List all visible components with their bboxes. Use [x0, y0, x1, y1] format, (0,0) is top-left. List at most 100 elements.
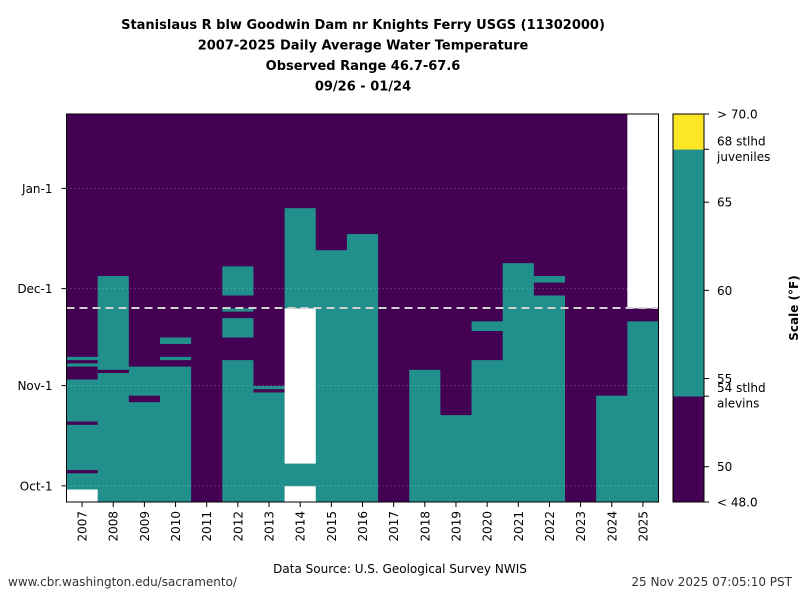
heatmap-cell-2014: [284, 207, 317, 309]
y-tick-label: Dec-1: [17, 282, 52, 296]
x-tick-label: 2020: [481, 511, 495, 542]
x-tick-label: 2023: [574, 511, 588, 542]
x-tick-label: 2019: [449, 511, 463, 542]
heatmap-cell-2007: [66, 356, 99, 361]
heatmap-cell-2011: [191, 114, 223, 503]
heatmap-cell-2025: [627, 114, 659, 309]
heatmap-cell-2008: [97, 372, 130, 503]
chart-title: Stanislaus R blw Goodwin Dam nr Knights …: [121, 18, 605, 95]
colorbar-band: [673, 396, 704, 503]
heatmap-cell-2014: [284, 463, 317, 487]
heatmap-cell-2010: [159, 359, 192, 367]
heatmap-cell-2010: [159, 114, 192, 338]
heatmap-cell-2013: [253, 392, 286, 503]
colorbar-tick-label: 65: [717, 196, 732, 210]
x-tick-label: 2016: [356, 511, 370, 542]
heatmap-cell-2021: [502, 114, 535, 264]
heatmap-cell-2020: [471, 330, 504, 361]
heatmap-cell-2012: [222, 317, 254, 338]
heatmap-cell-2007: [66, 421, 99, 425]
heatmap-cell-2014: [284, 485, 317, 503]
x-tick-label: 2014: [294, 511, 308, 542]
colorbar-label: Scale (°F): [787, 275, 800, 340]
heatmap-cell-2013: [253, 114, 286, 386]
heatmap-cell-2019: [440, 114, 472, 416]
x-tick-label: 2024: [605, 511, 619, 542]
x-tick-label: 2009: [138, 511, 152, 542]
heatmap-cell-2010: [159, 337, 192, 344]
x-tick-label: 2015: [325, 511, 339, 542]
x-tick-label: 2017: [387, 511, 401, 542]
heatmap-cell-2010: [159, 343, 192, 357]
heatmap-cell-2009: [128, 395, 161, 403]
site-url: www.cbr.washington.edu/sacramento/: [8, 575, 237, 589]
heatmap-cell-2009: [128, 366, 161, 396]
colorbar-threshold-label: 68 stlhd: [717, 134, 766, 148]
chart-title-line: 2007-2025 Daily Average Water Temperatur…: [198, 39, 529, 54]
x-tick-label: 2012: [231, 511, 245, 542]
heatmap-cell-2020: [471, 320, 504, 332]
heatmap-cell-2012: [222, 114, 254, 267]
x-tick-label: 2025: [636, 511, 650, 542]
heatmap-cell-2008: [97, 114, 130, 277]
x-tick-label: 2008: [107, 511, 121, 542]
y-tick-label: Jan-1: [21, 182, 52, 196]
colorbar-threshold-label: 54 stlhd: [717, 381, 766, 395]
heatmap-cell-2007: [66, 359, 99, 364]
heatmap-cell-2022: [533, 295, 566, 503]
y-tick-label: Nov-1: [17, 379, 52, 393]
heatmap-cell-2020: [471, 114, 504, 322]
heatmap-cell-2025: [627, 308, 659, 322]
x-tick-label: 2022: [543, 511, 557, 542]
heatmap-cell-2007: [66, 489, 99, 503]
colorbar-top-label: > 70.0: [717, 108, 758, 122]
heatmap-cell-2012: [222, 308, 254, 312]
colorbar-frame: [672, 113, 705, 503]
heatmap-cell-2007: [66, 379, 99, 422]
heatmap-cell-2010: [159, 366, 192, 503]
heatmap-plot-area: [66, 113, 659, 503]
heatmap-cell-2015: [315, 249, 348, 503]
heatmap-cell-2020: [471, 359, 504, 503]
heatmap-cell-2013: [253, 385, 286, 390]
y-tick-label: Oct-1: [20, 479, 53, 493]
heatmap-cell-2018: [409, 369, 441, 503]
x-tick-label: 2010: [169, 511, 183, 542]
data-source-label: Data Source: U.S. Geological Survey NWIS: [273, 562, 527, 576]
heatmap-cell-2022: [533, 275, 566, 283]
colorbar-bottom-label: < 48.0: [717, 496, 758, 510]
heatmap-cell-2021: [502, 262, 535, 503]
heatmap-cell-2018: [409, 114, 441, 370]
heatmap-cell-2016: [346, 233, 379, 503]
heatmap-cell-2022: [533, 282, 566, 296]
heatmap-cell-2008: [97, 275, 130, 370]
heatmap-cell-2012: [222, 311, 254, 319]
heatmap-cell-2012: [222, 359, 254, 503]
heatmap-cell-2019: [440, 414, 472, 503]
x-tick-label: 2011: [200, 511, 214, 542]
colorbar-tick-label: 50: [717, 460, 732, 474]
chart-title-line: Stanislaus R blw Goodwin Dam nr Knights …: [121, 18, 605, 33]
heatmap-cell-2014: [284, 114, 317, 209]
colorbar-band: [673, 114, 704, 150]
heatmap-cell-2010: [159, 356, 192, 361]
heatmap-cell-2022: [533, 114, 566, 277]
x-tick-label: 2021: [512, 511, 526, 542]
heatmap-cell-2024: [596, 395, 628, 503]
x-tick-label: 2013: [263, 511, 277, 542]
heatmap-cell-2009: [128, 401, 161, 503]
colorbar: 50 55 60 65 > 70.0 < 48.0 54 stlhd alevins 68 st…: [672, 108, 800, 510]
heatmap-cell-2007: [66, 424, 99, 471]
heatmap-cell-2012: [222, 265, 254, 296]
heatmap-cell-2007: [66, 362, 99, 367]
heatmap-cell-2025: [627, 320, 659, 503]
heatmap-cell-2007: [66, 366, 99, 380]
chart-title-line: Observed Range 46.7-67.6: [266, 59, 461, 74]
chart-title-line: 09/26 - 01/24: [315, 80, 411, 95]
heatmap-cell-2012: [222, 337, 254, 361]
heatmap-cell-2009: [128, 114, 161, 367]
heatmap-cell-2013: [253, 388, 286, 393]
colorbar-tick-label: 55: [717, 372, 732, 386]
heatmap-cell-2016: [346, 114, 379, 235]
heatmap-cell-2015: [315, 114, 348, 251]
